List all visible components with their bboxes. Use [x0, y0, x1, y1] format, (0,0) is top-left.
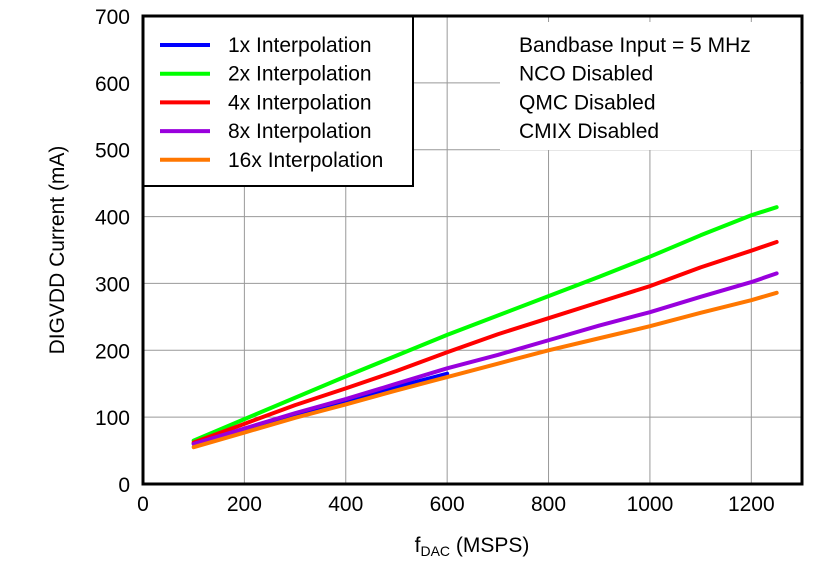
series-line-8x — [191, 271, 779, 446]
y-tick-label: 100 — [95, 407, 130, 430]
tick-labels: 0 200 400 600 800 1000 1200 0 100 200 300 400 500 600… — [95, 6, 775, 516]
y-axis-label: DIGVDD Current (mA) — [46, 146, 69, 355]
series-line-16x — [191, 290, 779, 450]
legend-label: 4x Interpolation — [228, 91, 372, 114]
legend: 1x Interpolation 2x Interpolation 4x Inter… — [142, 15, 414, 187]
y-tick-label: 500 — [95, 140, 130, 163]
x-axis-label: fDAC (MSPS) — [415, 534, 530, 559]
annotation-text: Bandbase Input = 5 MHz — [519, 34, 751, 57]
y-tick-label: 200 — [95, 340, 130, 363]
x-tick-label: 400 — [328, 493, 363, 516]
y-tick-label: 0 — [118, 474, 130, 497]
legend-label: 16x Interpolation — [228, 149, 383, 172]
annotation-text: CMIX Disabled — [519, 120, 659, 143]
series-lines — [191, 205, 779, 450]
y-tick-label: 400 — [95, 207, 130, 230]
y-tick-label: 700 — [95, 6, 130, 29]
series-line-4x — [191, 239, 779, 445]
y-tick-label: 300 — [95, 273, 130, 296]
legend-label: 2x Interpolation — [228, 63, 372, 86]
plot-frame — [141, 14, 804, 486]
annotation-text: QMC Disabled — [519, 91, 656, 114]
annotations: Bandbase Input = 5 MHz NCO Disabled QMC Di… — [519, 34, 751, 143]
x-tick-label: 600 — [430, 493, 465, 516]
x-tick-label: 200 — [227, 493, 262, 516]
x-tick-label: 1200 — [728, 493, 775, 516]
legend-label: 8x Interpolation — [228, 120, 372, 143]
x-tick-label: 800 — [531, 493, 566, 516]
series-line-2x — [191, 205, 779, 443]
annotation-background — [500, 22, 800, 150]
legend-label: 1x Interpolation — [228, 34, 372, 57]
y-tick-label: 600 — [95, 73, 130, 96]
x-tick-label: 0 — [137, 493, 149, 516]
x-tick-label: 1000 — [627, 493, 674, 516]
annotation-text: NCO Disabled — [519, 63, 653, 86]
